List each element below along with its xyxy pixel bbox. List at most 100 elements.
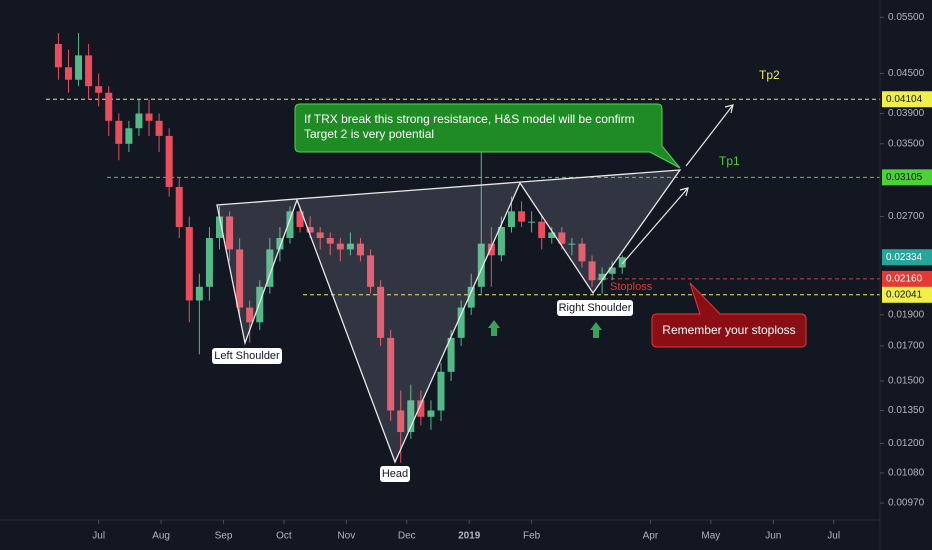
candle-body xyxy=(236,249,244,308)
candle-body xyxy=(467,286,475,308)
y-tick-label: 0.01500 xyxy=(888,376,925,387)
candle-body xyxy=(286,211,294,239)
candle-body xyxy=(185,227,193,301)
callout-line: Target 2 is very potential xyxy=(304,127,434,141)
y-tick-label: 0.03900 xyxy=(888,108,925,119)
x-tick-label: Aug xyxy=(152,531,170,542)
candle-body xyxy=(296,211,304,228)
candle-body xyxy=(437,371,445,411)
price-label-box xyxy=(882,270,932,287)
x-tick-label: Jul xyxy=(92,531,105,542)
price-label: 0.03105 xyxy=(886,172,923,183)
up-markers xyxy=(488,320,602,338)
candle-body xyxy=(417,400,425,417)
candle-body xyxy=(548,232,556,239)
price-lines xyxy=(46,98,880,296)
x-tick-label: Jun xyxy=(765,531,781,542)
candle-body xyxy=(588,261,596,281)
price-label-box xyxy=(882,169,932,186)
candle-body xyxy=(356,243,364,256)
candle-body xyxy=(497,227,505,256)
candle-body xyxy=(618,257,626,268)
x-tick-label: Nov xyxy=(337,531,355,542)
candle-body xyxy=(135,113,143,129)
x-tick-label: May xyxy=(701,531,720,542)
candle-body xyxy=(316,232,324,239)
price-label: 0.02041 xyxy=(886,289,923,300)
pattern-labels: Left Shoulder Head Right Shoulder Stoplo… xyxy=(212,68,780,482)
y-tick-label: 0.01080 xyxy=(888,468,925,479)
price-label: 0.02160 xyxy=(886,274,923,285)
stoploss-label: Stoploss xyxy=(610,281,653,293)
candle-body xyxy=(487,243,495,256)
x-tick-label: Oct xyxy=(276,531,292,542)
price-label-box xyxy=(882,286,932,303)
candle-body xyxy=(85,55,93,87)
y-tick-label: 0.02700 xyxy=(888,211,925,222)
candle-body xyxy=(256,286,264,323)
candles xyxy=(54,32,626,463)
candle-body xyxy=(538,221,546,239)
candle-body xyxy=(407,400,415,433)
candle-body xyxy=(346,243,354,250)
axes: 0.05500 0.04500 0.03900 0.03500 0.02700 0.019… xyxy=(92,12,932,542)
candle-body xyxy=(125,128,133,144)
x-tick-label: Jul xyxy=(827,531,840,542)
candle-body xyxy=(195,286,203,301)
candle-body xyxy=(598,273,606,281)
reminder: Remember your stoploss xyxy=(651,282,807,348)
price-label: 0.04104 xyxy=(886,94,923,105)
candle-body xyxy=(226,216,234,250)
candle-body xyxy=(155,120,163,136)
x-tick-label: Feb xyxy=(523,531,541,542)
candle-body xyxy=(568,243,576,245)
y-tick-label: 0.01700 xyxy=(888,341,925,352)
candle-body xyxy=(115,120,123,144)
candle-body xyxy=(266,249,274,287)
y-tick-label: 0.03500 xyxy=(888,138,925,149)
candle-body xyxy=(64,67,72,80)
candle-body xyxy=(175,186,183,228)
candle-body xyxy=(306,227,314,233)
candle-body xyxy=(477,243,485,287)
y-tick-label: 0.04500 xyxy=(888,68,925,79)
candle-body xyxy=(558,232,566,244)
callout: If TRX break this strong resistance, H&S… xyxy=(294,103,681,169)
candle-body xyxy=(507,211,515,228)
price-label: 0.02334 xyxy=(886,252,923,263)
left-shoulder-label: Left Shoulder xyxy=(214,350,280,362)
candle-body xyxy=(54,43,62,68)
candle-body xyxy=(528,221,536,223)
y-tick-label: 0.01900 xyxy=(888,309,925,320)
candle-body xyxy=(205,238,213,287)
candle-body xyxy=(367,255,375,287)
candle-body xyxy=(387,337,395,411)
candle-body xyxy=(165,135,173,187)
candle-body xyxy=(447,337,455,372)
candle-body xyxy=(578,243,586,262)
candle-body xyxy=(105,92,113,121)
y-tick-label: 0.01350 xyxy=(888,405,925,416)
candle-body xyxy=(608,267,616,274)
head-and-shoulders-pattern xyxy=(216,169,682,464)
reminder-text: Remember your stoploss xyxy=(662,323,795,337)
candle-body xyxy=(145,113,153,121)
right-shoulder-label: Right Shoulder xyxy=(559,302,632,314)
price-label-box xyxy=(882,91,932,108)
candle-body xyxy=(377,286,385,338)
candle-body xyxy=(246,307,254,323)
candle-body xyxy=(75,55,83,80)
price-label-box xyxy=(882,249,932,266)
y-tick-label: 0.05500 xyxy=(888,12,925,23)
candle-body xyxy=(427,410,435,417)
target-arrows xyxy=(621,104,734,265)
x-tick-label: Sep xyxy=(215,531,233,542)
candle-body xyxy=(336,243,344,250)
candle-body xyxy=(518,211,526,222)
x-tick-label: Dec xyxy=(398,531,416,542)
tp2-label: Tp2 xyxy=(759,68,780,82)
y-tick-label: 0.01200 xyxy=(888,438,925,449)
candle-body xyxy=(276,238,284,250)
